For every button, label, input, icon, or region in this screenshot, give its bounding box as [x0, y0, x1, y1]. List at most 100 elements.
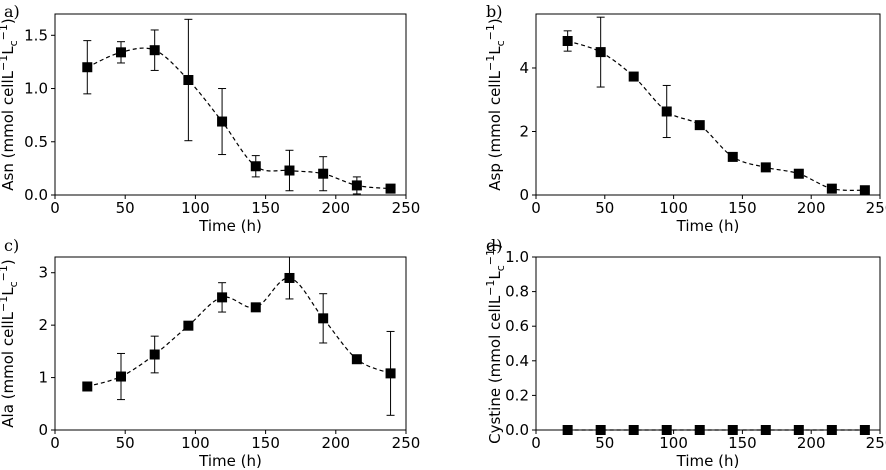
x-tick-label: 100: [659, 434, 688, 452]
panel-label: d): [486, 236, 502, 255]
x-tick-label: 250: [392, 199, 421, 217]
plot-frame: [535, 256, 881, 431]
y-tick-label: 2: [519, 122, 529, 140]
data-point: [115, 47, 126, 58]
y-tick-label: 2: [38, 316, 48, 334]
y-tick-label: 1.0: [505, 248, 529, 266]
data-point: [351, 354, 362, 365]
panel-label: c): [4, 236, 19, 255]
x-tick-label: 100: [181, 199, 210, 217]
y-tick-label: 0: [38, 421, 48, 439]
x-tick-label: 200: [321, 434, 350, 452]
panel-d: d) 0 50 100 150 200 250 0.0 0.2 0.4 0.6 0.8 1.0 Time …: [484, 236, 886, 470]
data-point: [82, 62, 93, 73]
plot-frame: [535, 13, 881, 196]
data-point: [661, 106, 672, 117]
data-point: [826, 425, 837, 435]
x-tick-label: 50: [116, 199, 135, 217]
series-line: [87, 277, 391, 388]
data-point: [595, 425, 606, 435]
data-point: [727, 425, 738, 435]
y-axis-label: Asp (mmol cellL−1Lc−1): [484, 18, 507, 190]
plot-frame: [54, 13, 407, 196]
x-tick-label: 150: [251, 434, 280, 452]
data-point: [351, 180, 362, 191]
x-tick-label: 200: [797, 199, 826, 217]
x-axis-label: Time (h): [676, 452, 740, 470]
data-point: [859, 185, 870, 196]
x-tick-label: 50: [116, 434, 135, 452]
data-point: [760, 162, 771, 173]
y-axis-label: Ala (mmol cellL−1Lc−1): [0, 259, 20, 427]
panel-b: b) 0 50 100 150 200 250 0 2 4 Time (h) Asp (mmol ce…: [484, 2, 886, 235]
data-point: [250, 161, 261, 172]
data-point: [183, 75, 194, 86]
data-point: [562, 425, 573, 435]
y-tick-label: 1.5: [24, 26, 48, 44]
y-tick-label: 0.0: [505, 421, 529, 439]
y-tick-label: 0.6: [505, 317, 529, 335]
data-point: [760, 425, 771, 435]
y-tick-label: 1: [38, 369, 48, 387]
y-axis-label: Cystine (mmol cellL−1Lc−1): [484, 243, 507, 444]
data-point: [284, 165, 295, 176]
data-point: [217, 292, 228, 303]
y-tick-label: 3: [38, 264, 48, 282]
y-tick-label: 0.5: [24, 133, 48, 151]
y-tick-label: 0.8: [505, 283, 529, 301]
x-tick-label: 250: [392, 434, 421, 452]
data-point: [859, 425, 870, 435]
data-point: [217, 116, 228, 127]
data-point: [595, 47, 606, 58]
y-tick-label: 0: [519, 186, 529, 204]
data-point: [318, 168, 329, 179]
plot-frame: [54, 256, 407, 431]
data-point: [694, 425, 705, 435]
data-point: [385, 368, 396, 379]
y-tick-label: 0.4: [505, 352, 529, 370]
data-point: [727, 151, 738, 162]
x-tick-label: 100: [181, 434, 210, 452]
data-point: [82, 381, 93, 392]
data-point: [149, 45, 160, 56]
data-point: [694, 120, 705, 131]
series-line: [567, 40, 865, 191]
data-point: [562, 35, 573, 46]
panel-label: b): [486, 2, 502, 21]
x-tick-label: 0: [50, 434, 60, 452]
data-point: [183, 320, 194, 331]
y-axis-label: Asn (mmol cellL−1Lc−1): [0, 18, 20, 190]
panel-label: a): [4, 2, 20, 21]
y-tick-label: 1.0: [24, 80, 48, 98]
x-tick-label: 150: [251, 199, 280, 217]
y-tick-label: 4: [519, 59, 529, 77]
x-tick-label: 250: [866, 199, 886, 217]
data-point: [318, 313, 329, 324]
x-tick-label: 50: [595, 434, 614, 452]
data-point: [628, 425, 639, 435]
panel-c: c) 0 50 100 150 200 250 0 1 2 3 Time (h) Ala (mmol c…: [0, 236, 420, 470]
x-tick-label: 50: [595, 199, 614, 217]
x-tick-label: 100: [659, 199, 688, 217]
x-tick-label: 0: [50, 199, 60, 217]
x-tick-label: 0: [531, 199, 541, 217]
x-axis-label: Time (h): [198, 217, 262, 235]
data-point: [661, 425, 672, 435]
y-tick-label: 0.2: [505, 386, 529, 404]
series-line: [87, 47, 391, 190]
x-axis-label: Time (h): [198, 452, 262, 470]
data-point: [826, 183, 837, 194]
y-tick-label: 0.0: [24, 186, 48, 204]
x-tick-label: 150: [728, 434, 757, 452]
data-point: [628, 71, 639, 82]
x-tick-label: 200: [321, 199, 350, 217]
data-point: [284, 272, 295, 283]
x-tick-label: 0: [531, 434, 541, 452]
data-point: [250, 302, 261, 313]
x-tick-label: 150: [728, 199, 757, 217]
x-tick-label: 200: [797, 434, 826, 452]
data-point: [149, 349, 160, 360]
data-point: [793, 425, 804, 435]
x-axis-label: Time (h): [676, 217, 740, 235]
